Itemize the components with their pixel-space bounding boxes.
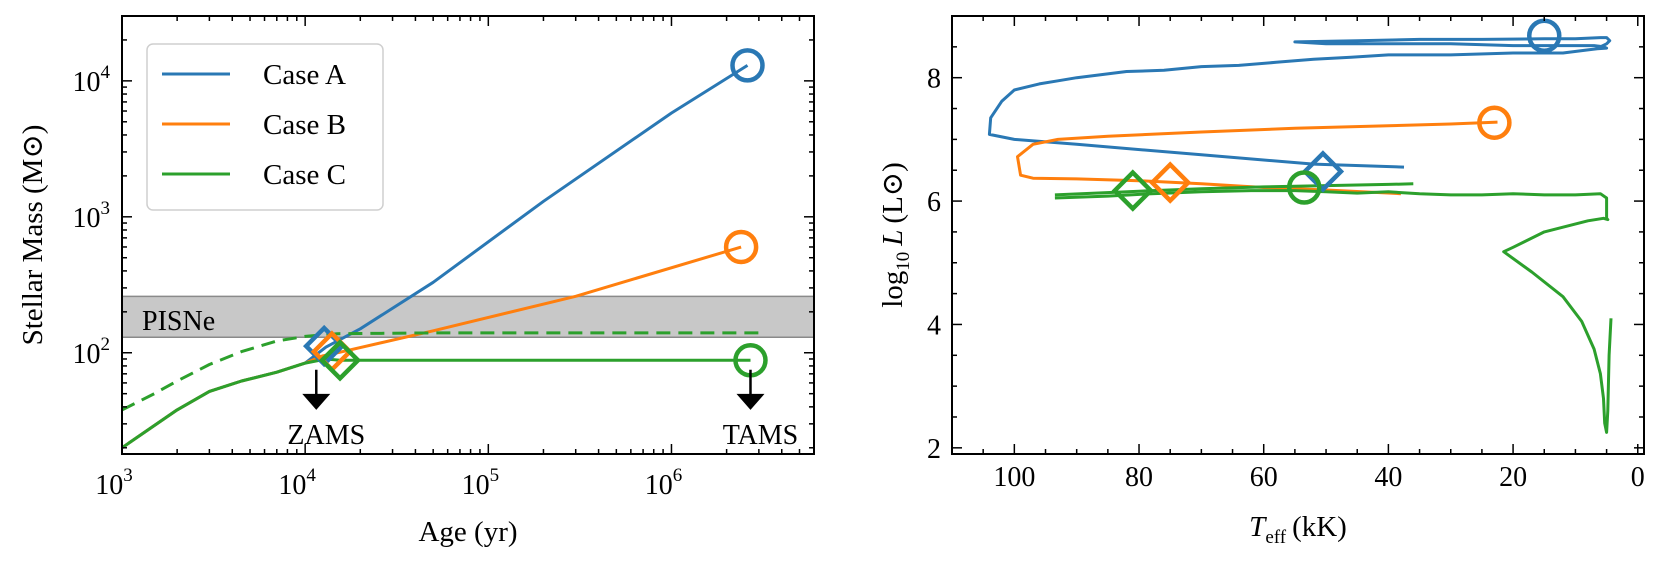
right-y-tick-label: 2 (927, 434, 941, 465)
right-x-axis-unit: (kK) (1292, 511, 1347, 543)
right-y-axis-var: L (877, 230, 909, 247)
right-circle-marker-3 (1286, 170, 1322, 205)
left-y-axis-title: Stellar Mass (M⊙) (17, 125, 49, 346)
left-markers-layer (302, 48, 768, 382)
legend-box (146, 43, 384, 211)
right-y-axis-prefix: log (877, 271, 909, 308)
right-diamond-marker-0 (1111, 169, 1154, 212)
right-plot-frame (951, 15, 1645, 455)
pisne-label: PISNe (142, 306, 215, 337)
right-y-tick-label: 6 (927, 187, 941, 218)
right-x-tick-label: 60 (1250, 462, 1278, 493)
legend-label-case-a: Case A (263, 59, 346, 91)
annotation-arrow-head-0 (302, 393, 331, 410)
left-circle-marker-3 (730, 48, 765, 83)
legend-label-case-b: Case B (263, 109, 346, 141)
right-y-tick-label: 8 (927, 64, 941, 95)
left-annotations-layer: ZAMS TAMS (287, 369, 799, 451)
right-x-tick-label: 0 (1631, 462, 1645, 493)
legend-label-case-c: Case C (263, 159, 346, 191)
left-series-line-1 (122, 245, 742, 450)
right-x-tick-label: 100 (993, 462, 1035, 493)
annotation-label-zams: ZAMS (287, 420, 365, 451)
right-panel: 100 80 60 40 20 0 2 4 6 8 Teff (kK) log10 L (L⊙) (877, 15, 1645, 548)
right-x-tick-label: 80 (1125, 462, 1153, 493)
right-circle-marker-4 (1477, 105, 1512, 140)
right-y-axis-unit: (L⊙) (877, 162, 909, 223)
right-x-tick-label: 40 (1374, 462, 1402, 493)
right-y-axis-title: log10 L (L⊙) (877, 162, 914, 308)
right-series-line-1 (1016, 120, 1498, 196)
right-y-axis-sub: 10 (893, 252, 914, 271)
left-series-line-2 (122, 357, 751, 450)
right-diamond-marker-2 (1301, 150, 1345, 193)
pisne-band (122, 295, 814, 339)
left-diamond-marker-2 (318, 339, 362, 382)
right-x-axis-sub: eff (1265, 527, 1286, 548)
right-series-line-2 (1054, 189, 1613, 434)
left-x-tick-label: 106 (645, 465, 683, 501)
left-x-axis-title: Age (yr) (418, 516, 517, 548)
right-diamond-marker-1 (1149, 161, 1192, 204)
right-series-line-0 (987, 36, 1612, 169)
left-plot-frame (121, 15, 815, 455)
annotation-label-tams: TAMS (723, 420, 799, 451)
left-x-tick-label: 104 (278, 465, 316, 501)
right-markers-layer (1111, 18, 1562, 212)
right-x-axis-title: Teff (kK) (1249, 511, 1347, 548)
right-x-axis-var: T (1249, 511, 1267, 543)
left-y-tick-label: 104 (73, 62, 111, 98)
left-panel: ZAMS TAMS 103 104 105 106 102 103 104 Case A Ca… (17, 15, 815, 548)
right-series-layer (987, 36, 1613, 434)
right-x-tick-label: 20 (1499, 462, 1527, 493)
right-y-tick-label: 4 (927, 310, 941, 341)
left-x-tick-label: 103 (95, 465, 133, 501)
left-y-tick-label: 102 (73, 334, 111, 370)
left-series-line-3 (122, 331, 759, 412)
left-circle-marker-4 (723, 229, 759, 265)
right-ticks-layer: 100 80 60 40 20 0 2 4 6 8 (927, 16, 1645, 493)
annotation-arrow-head-1 (736, 393, 765, 410)
pisne-band-fill (122, 296, 814, 338)
left-x-tick-label: 105 (462, 465, 500, 501)
legend: Case A Case B Case C (146, 43, 384, 211)
left-y-tick-label: 103 (73, 198, 111, 234)
